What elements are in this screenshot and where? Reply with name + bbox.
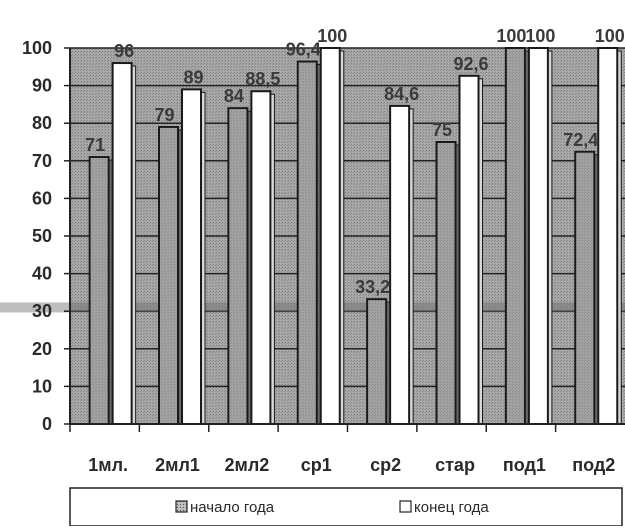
data-label: 100 — [595, 26, 625, 46]
y-tick-label: 50 — [32, 226, 52, 246]
bar-texture — [368, 300, 386, 423]
bar-end — [181, 88, 203, 426]
x-category-label: 2мл2 — [225, 455, 270, 475]
bar-texture — [90, 158, 108, 424]
axes: 0 10 20 30 40 50 60 70 80 90 100 1мл. 2мл1 2мл2 ср1 ср2… — [22, 38, 625, 475]
bar-texture — [437, 143, 455, 423]
data-label: 33,2 — [355, 277, 390, 297]
data-label: 89 — [183, 67, 203, 87]
legend-swatch — [399, 500, 412, 513]
y-tick-label: 80 — [32, 113, 52, 133]
x-category-label: стар — [435, 455, 475, 475]
data-label: 92,6 — [453, 54, 488, 74]
data-label: 79 — [154, 105, 174, 125]
y-tick-label: 60 — [32, 188, 52, 208]
y-tick-label: 0 — [42, 414, 52, 434]
x-category-label: под2 — [572, 455, 615, 475]
bar-end — [527, 47, 549, 425]
bar-end — [597, 47, 619, 425]
legend-swatch — [175, 500, 188, 513]
data-label: 84 — [224, 86, 244, 106]
legend-box — [69, 487, 623, 527]
bar-texture — [160, 127, 178, 424]
data-label: 75 — [432, 120, 452, 140]
legend-label: конец года — [414, 499, 489, 516]
bar-texture — [298, 62, 316, 423]
x-category-label: 1мл. — [88, 455, 128, 475]
y-tick-label: 30 — [32, 301, 52, 321]
data-label: 100 — [525, 26, 555, 46]
y-tick-label: 20 — [32, 339, 52, 359]
y-tick-label: 70 — [32, 151, 52, 171]
x-category-label: 2мл1 — [155, 455, 200, 475]
bar-end — [319, 47, 341, 425]
data-label: 96 — [114, 41, 134, 61]
data-label: 88,5 — [245, 69, 280, 89]
bar-end — [250, 90, 272, 426]
bar-end — [458, 74, 480, 425]
data-label: 96,4 — [286, 40, 321, 60]
legend-label: начало года — [190, 499, 275, 516]
legend: начало года конец года — [69, 487, 623, 527]
y-tick-label: 100 — [22, 38, 52, 58]
bar-texture — [229, 109, 247, 423]
data-label: 84,6 — [384, 84, 419, 104]
bar-end — [111, 62, 133, 425]
y-tick-label: 90 — [32, 76, 52, 96]
data-label: 71 — [85, 135, 105, 155]
x-category-label: под1 — [503, 455, 546, 475]
y-tick-label: 10 — [32, 376, 52, 396]
x-category-label: ср2 — [370, 455, 401, 475]
bar-texture — [576, 152, 594, 423]
data-label: 100 — [496, 26, 526, 46]
x-category-label: ср1 — [301, 455, 332, 475]
data-label: 100 — [317, 26, 347, 46]
bars — [88, 47, 622, 426]
bar-end — [389, 104, 411, 426]
data-label: 72,4 — [563, 130, 598, 150]
y-tick-label: 40 — [32, 264, 52, 284]
bar-texture — [506, 49, 524, 423]
data-labels: 719679898488,596,410033,284,67592,610010… — [85, 26, 625, 297]
